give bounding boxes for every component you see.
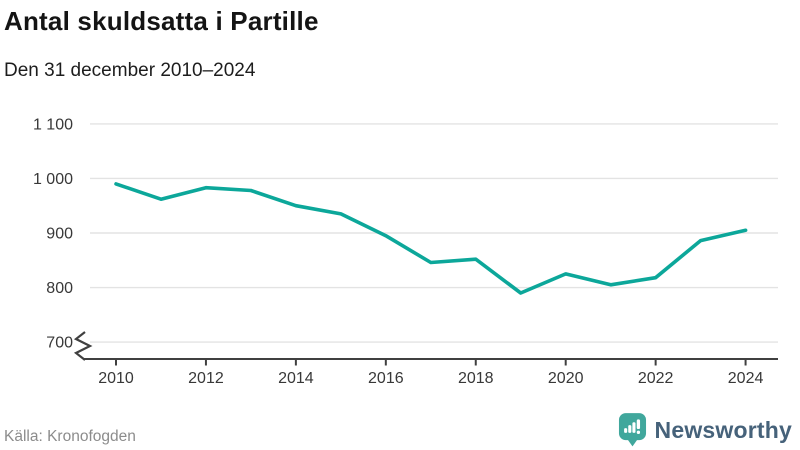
source-caption: Källa: Kronofogden: [4, 428, 136, 445]
x-tick-label: 2014: [278, 370, 314, 387]
chart-title: Antal skuldsatta i Partille: [4, 6, 319, 36]
x-tick-label: 2020: [548, 370, 584, 387]
chart-canvas: 700 800 900 1 000 1 100 2010 2012 2014 2016 2018 2…: [33, 116, 778, 387]
y-tick-label: 700: [46, 335, 73, 352]
newsworthy-bubble-chart-icon: [618, 413, 646, 447]
x-tick-label: 2022: [638, 370, 674, 387]
line-chart: 700 800 900 1 000 1 100 2010 2012 2014 2016 2018 2…: [0, 95, 800, 400]
y-tick-label: 1 100: [33, 116, 73, 133]
data-line-antal-skuldsatta: [114, 182, 748, 295]
x-tick-label: 2012: [188, 370, 224, 387]
x-tick-label: 2010: [98, 370, 134, 387]
axis-break-icon: [73, 331, 93, 361]
x-tick-label: 2024: [728, 370, 764, 387]
x-tick-label: 2018: [458, 370, 494, 387]
y-tick-label: 900: [46, 226, 73, 243]
newsworthy-wordmark: Newsworthy: [654, 416, 792, 443]
newsworthy-logo: Newsworthy: [618, 411, 792, 449]
x-tick-label: 2016: [368, 370, 404, 387]
chart-subtitle: Den 31 december 2010–2024: [4, 60, 256, 81]
y-tick-label: 1 000: [33, 171, 73, 188]
y-tick-label: 800: [46, 280, 73, 297]
